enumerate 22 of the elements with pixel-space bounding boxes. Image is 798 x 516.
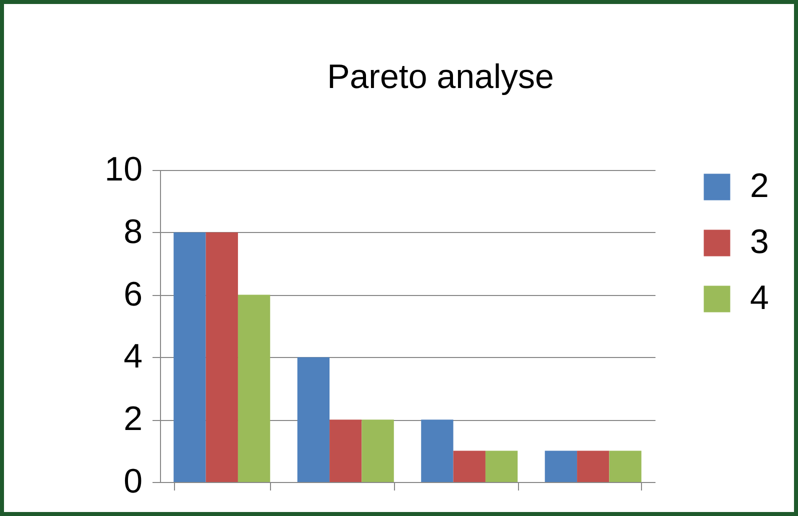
legend-label: 3 bbox=[750, 223, 769, 261]
legend-label: 4 bbox=[750, 279, 769, 317]
y-tick-label: 10 bbox=[104, 150, 142, 188]
bar bbox=[421, 420, 454, 482]
bar bbox=[238, 294, 270, 482]
y-tick-label: 8 bbox=[124, 212, 142, 251]
bar bbox=[544, 450, 578, 482]
chart-title: Pareto analyse bbox=[327, 58, 554, 96]
y-tick-label: 0 bbox=[124, 462, 142, 500]
bar bbox=[485, 450, 518, 482]
bar bbox=[330, 420, 362, 482]
y-tick-label: 2 bbox=[124, 400, 142, 438]
legend-label: 2 bbox=[750, 167, 769, 205]
bar bbox=[609, 450, 642, 482]
bar bbox=[577, 450, 610, 482]
y-tick-label: 6 bbox=[124, 275, 142, 314]
bar bbox=[362, 420, 394, 482]
bar bbox=[297, 357, 330, 482]
bar bbox=[453, 450, 486, 482]
bar bbox=[206, 232, 238, 482]
y-tick-label: 4 bbox=[124, 338, 142, 376]
bar bbox=[174, 232, 206, 482]
